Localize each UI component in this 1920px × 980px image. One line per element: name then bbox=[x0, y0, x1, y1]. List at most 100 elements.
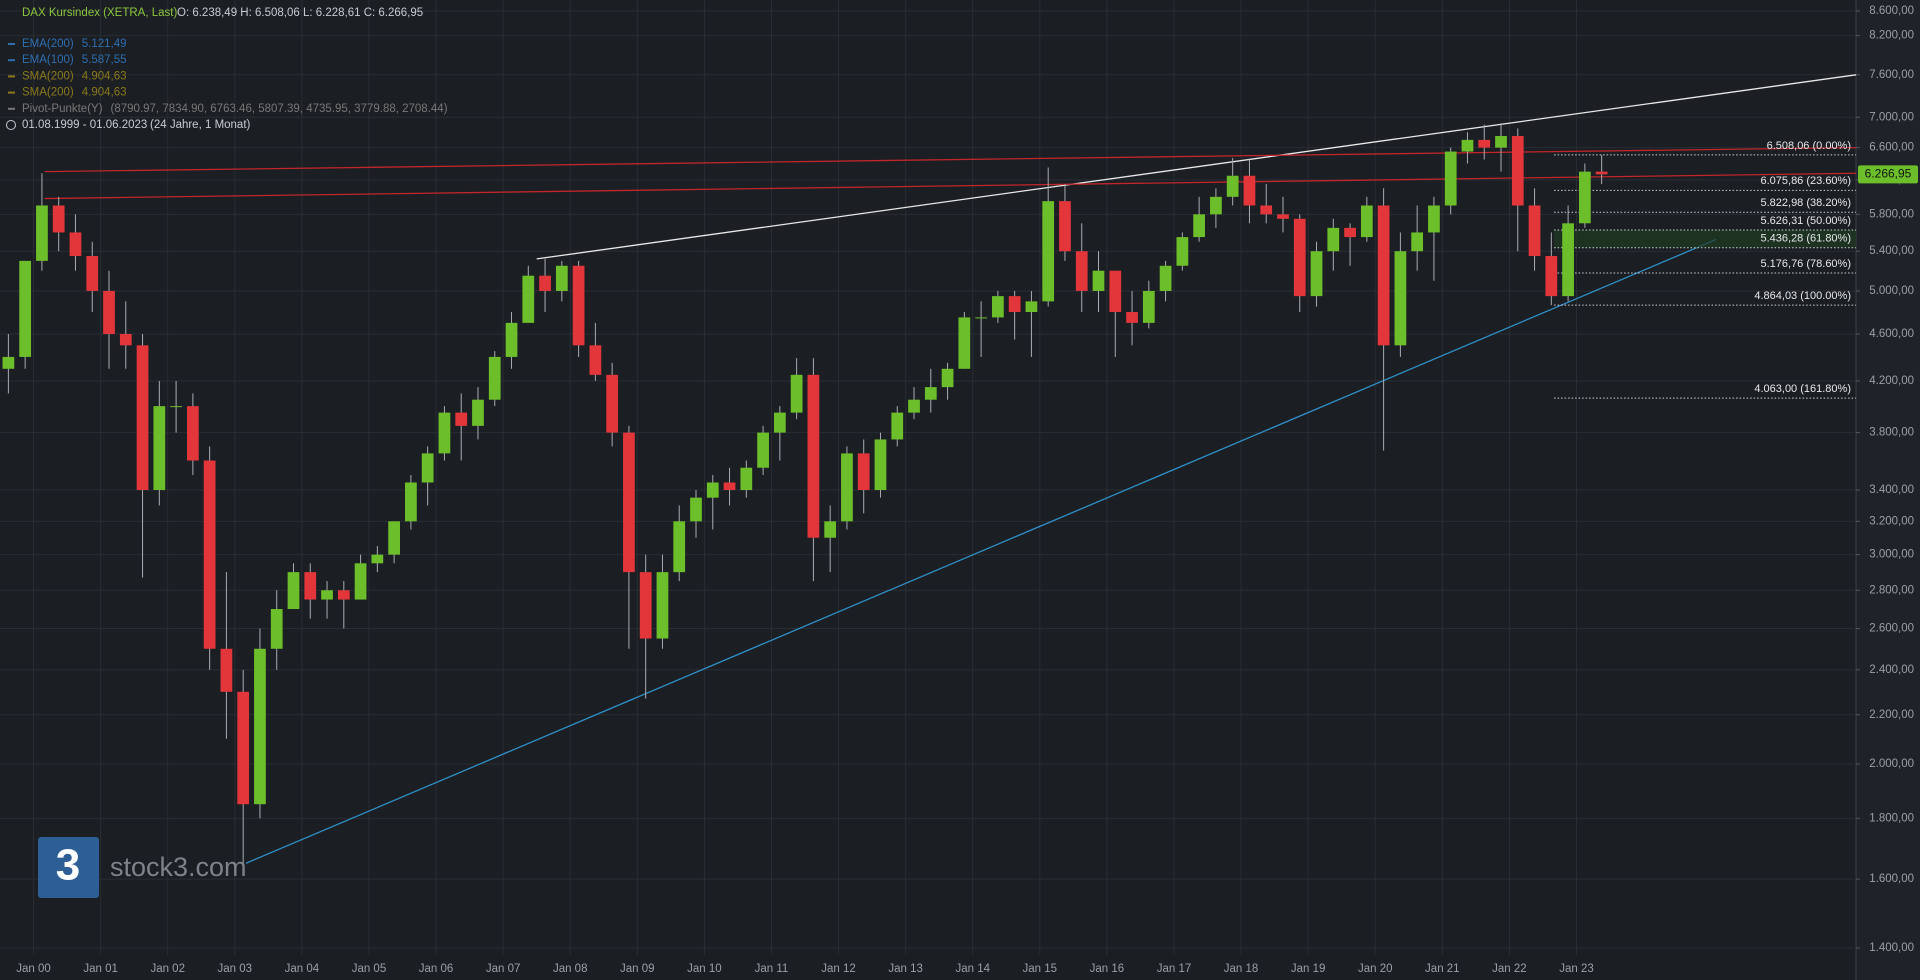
candle-body bbox=[589, 345, 602, 375]
y-tick-label: 5.400,00 bbox=[1869, 245, 1914, 257]
candle-body bbox=[1595, 171, 1608, 175]
candle-body bbox=[1159, 265, 1172, 291]
candle-body bbox=[891, 412, 904, 440]
y-tick-label: 4.200,00 bbox=[1869, 375, 1914, 387]
candle-body bbox=[186, 406, 199, 461]
candle-body bbox=[908, 399, 920, 413]
legend-name: SMA(200) bbox=[22, 87, 74, 99]
candle-body bbox=[841, 453, 853, 522]
legend-ohlc: O: 6.238,49 H: 6.508,06 L: 6.228,61 C: 6… bbox=[177, 7, 423, 19]
fib-label: 4.864,03 (100.00%) bbox=[1754, 290, 1851, 302]
x-tick-label: Jan 00 bbox=[16, 963, 51, 975]
candle-body bbox=[639, 572, 652, 639]
y-tick-label: 3.000,00 bbox=[1869, 549, 1914, 561]
candle-body bbox=[136, 345, 149, 491]
candle-body bbox=[1260, 205, 1273, 215]
candle-body bbox=[455, 412, 468, 426]
x-tick-label: Jan 07 bbox=[486, 963, 521, 975]
candle-body bbox=[857, 453, 870, 491]
fib-label: 4.063,00 (161.80%) bbox=[1754, 383, 1851, 395]
candle-body bbox=[706, 482, 719, 498]
candle-body bbox=[757, 432, 769, 468]
candle-body bbox=[1562, 223, 1574, 297]
x-tick-label: Jan 05 bbox=[352, 963, 387, 975]
candle-body bbox=[1461, 139, 1474, 152]
candle-body bbox=[1310, 251, 1323, 297]
plot: 6.508,06 (0.00%) 6.075,86 (23.60%) 5.822,9… bbox=[2, 74, 1918, 864]
candle-body bbox=[606, 374, 619, 433]
candle-body bbox=[1176, 237, 1189, 266]
candle-body bbox=[421, 453, 434, 483]
x-tick-label: Jan 11 bbox=[755, 963, 789, 975]
candle-body bbox=[958, 317, 971, 369]
candle-body bbox=[1025, 301, 1038, 313]
fib-label: 6.508,06 (0.00%) bbox=[1767, 140, 1851, 152]
y-tick-label: 3.800,00 bbox=[1869, 427, 1914, 439]
y-tick-label: 1.400,00 bbox=[1869, 942, 1914, 954]
legend-value: 5.587,55 bbox=[82, 54, 127, 66]
candle-body bbox=[505, 322, 518, 357]
candle-body bbox=[254, 648, 266, 805]
candle-body bbox=[103, 290, 115, 334]
candle-body bbox=[656, 572, 669, 639]
candle-body bbox=[337, 590, 350, 600]
y-tick-label: 2.200,00 bbox=[1869, 709, 1914, 721]
y-tick-label: 1.600,00 bbox=[1869, 873, 1914, 885]
x-tick-label: Jan 19 bbox=[1291, 963, 1326, 975]
x-tick-label: Jan 18 bbox=[1224, 963, 1259, 975]
x-tick-label: Jan 01 bbox=[83, 963, 118, 975]
candle-body bbox=[807, 374, 820, 538]
legend-name: Pivot-Punkte(Y) bbox=[22, 103, 103, 115]
candle-body bbox=[119, 333, 132, 346]
y-tick-label: 2.800,00 bbox=[1869, 584, 1914, 596]
candle-body bbox=[1277, 214, 1289, 219]
candle-body bbox=[1511, 136, 1524, 206]
trendline bbox=[536, 74, 1857, 260]
legend-title: DAX Kursindex (XETRA, Last) bbox=[22, 7, 177, 19]
y-tick-label: 5.000,00 bbox=[1869, 285, 1914, 297]
fib-label: 6.075,86 (23.60%) bbox=[1760, 175, 1851, 187]
x-tick-label: Jan 08 bbox=[553, 963, 588, 975]
candle-body bbox=[388, 521, 400, 555]
y-tick-label: 2.000,00 bbox=[1869, 758, 1914, 770]
x-tick-label: Jan 06 bbox=[419, 963, 454, 975]
y-tick-label: 4.600,00 bbox=[1869, 328, 1914, 340]
candle-body bbox=[740, 467, 753, 491]
candle-body bbox=[52, 205, 65, 233]
candle-body bbox=[1528, 205, 1541, 257]
fib-label: 5.176,76 (78.60%) bbox=[1760, 258, 1851, 270]
candle-body bbox=[69, 232, 82, 257]
x-tick-label: Jan 03 bbox=[218, 963, 253, 975]
candle-body bbox=[2, 356, 15, 369]
y-axis-panel bbox=[1856, 0, 1920, 980]
candle-body bbox=[321, 590, 333, 600]
candle-body bbox=[1075, 251, 1088, 291]
fib-label: 5.626,31 (50.00%) bbox=[1760, 215, 1851, 227]
candle-body bbox=[220, 648, 233, 692]
y-tick-label: 3.400,00 bbox=[1869, 484, 1914, 496]
candle-body bbox=[690, 497, 702, 522]
x-tick-label: Jan 04 bbox=[285, 963, 320, 975]
candle-body bbox=[1042, 201, 1055, 302]
candle-body bbox=[1394, 251, 1407, 346]
overlay: 3 stock3.com bbox=[38, 837, 247, 898]
x-tick-label: Jan 09 bbox=[620, 963, 655, 975]
candle-body bbox=[170, 406, 182, 408]
candle-body bbox=[1092, 270, 1105, 291]
legend-value: 4.904,63 bbox=[82, 70, 127, 82]
candle-body bbox=[203, 460, 216, 649]
candle-body bbox=[287, 572, 300, 610]
candle-body bbox=[86, 256, 99, 291]
candle-body bbox=[941, 368, 954, 388]
y-tick-label: 2.600,00 bbox=[1869, 623, 1914, 635]
x-tick-label: Jan 10 bbox=[687, 963, 722, 975]
x-tick-label: Jan 12 bbox=[821, 963, 856, 975]
candle-body bbox=[354, 563, 367, 600]
candle-body bbox=[1142, 290, 1155, 323]
candle-body bbox=[1226, 175, 1239, 197]
legend-value: 5.121,49 bbox=[82, 38, 127, 50]
candle-body bbox=[237, 691, 250, 805]
candle-body bbox=[1344, 227, 1356, 238]
candle-body bbox=[1008, 296, 1021, 313]
